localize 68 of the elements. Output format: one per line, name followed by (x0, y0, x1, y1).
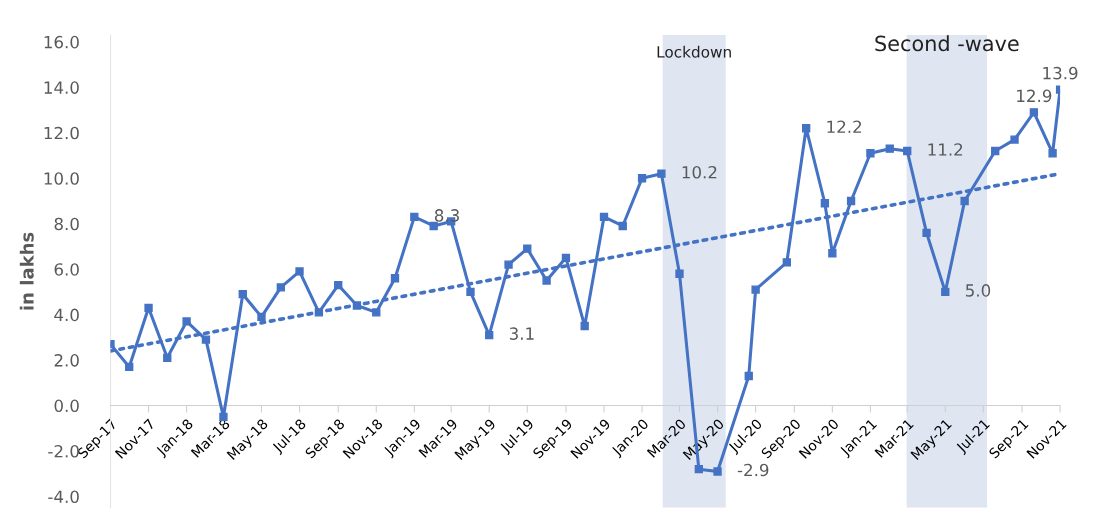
point (182, 317, 191, 326)
y-tick-label: -2.0 (48, 444, 79, 458)
point (801, 124, 811, 133)
point (372, 308, 381, 317)
point (201, 335, 211, 344)
point (163, 353, 172, 362)
point (238, 290, 247, 299)
point (599, 212, 609, 222)
point (144, 303, 153, 312)
y-tick-label: 12.0 (44, 126, 79, 140)
point (820, 199, 830, 208)
point (1010, 135, 1019, 144)
point (390, 274, 400, 283)
y-tick-label: 8.0 (54, 217, 79, 231)
point (751, 285, 760, 294)
y-tick-label: 10.0 (44, 172, 79, 185)
y-tick-label: 16.0 (44, 35, 79, 49)
data-label: -2.9 (737, 463, 769, 477)
data-label: 5.0 (966, 284, 991, 297)
point (694, 465, 704, 474)
point (828, 249, 837, 258)
point (657, 169, 666, 178)
y-tick-label: 4.0 (54, 308, 79, 322)
band-label: Second -wave (875, 35, 1019, 52)
y-tick-label: -4.0 (48, 490, 79, 504)
point (334, 280, 343, 290)
point (941, 287, 950, 297)
point (504, 260, 513, 269)
data-label: 11.2 (928, 143, 963, 156)
y-tick-label: 0.0 (54, 399, 79, 413)
point (846, 196, 856, 206)
data-label: 12.2 (827, 120, 862, 133)
point (782, 258, 791, 267)
point (276, 283, 285, 292)
point (429, 221, 438, 231)
band-label: Lockdown (657, 45, 731, 58)
point (991, 146, 1000, 156)
point (1029, 108, 1039, 117)
point (542, 276, 551, 285)
y-tick-label: 14.0 (44, 81, 79, 94)
data-label: 8.3 (434, 209, 459, 222)
y-axis-title: in lakhs (19, 232, 34, 310)
data-label: 3.1 (509, 327, 534, 340)
point (485, 330, 494, 340)
point (713, 467, 722, 476)
point (922, 228, 931, 237)
point (466, 287, 475, 297)
point (410, 212, 419, 222)
point (1048, 149, 1057, 158)
point (257, 312, 266, 322)
point (125, 362, 134, 372)
point (903, 146, 912, 156)
point (523, 244, 532, 253)
point (885, 144, 894, 153)
data-label: 13.9 (1043, 66, 1078, 80)
data-label: 10.2 (682, 165, 717, 179)
data-label: 12.9 (1017, 89, 1052, 103)
point (580, 321, 589, 331)
point (295, 267, 304, 276)
point (744, 371, 753, 381)
point (637, 174, 647, 183)
y-tick-label: 2.0 (54, 354, 79, 367)
point (675, 269, 684, 278)
point (561, 253, 571, 262)
y-tick-label: 6.0 (54, 263, 79, 276)
point (960, 196, 969, 206)
point (618, 221, 627, 231)
point (866, 149, 875, 158)
